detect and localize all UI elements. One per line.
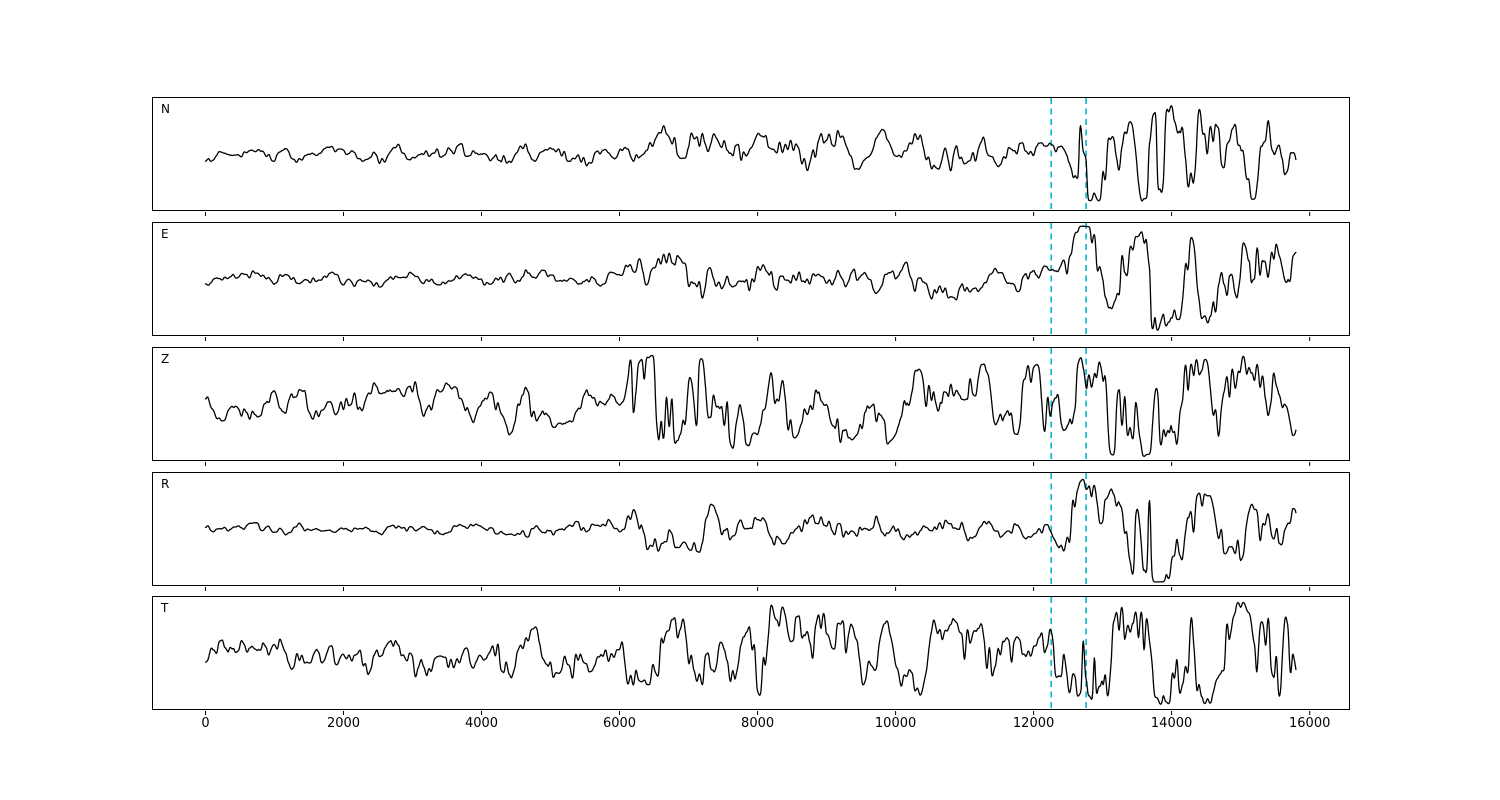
x-tick-label: 0	[201, 716, 210, 731]
channel-label-T: T	[161, 601, 169, 615]
waveform-plot-E	[204, 223, 1311, 341]
seismo-panel-Z: Z	[152, 347, 1350, 466]
waveform-trace	[204, 354, 1297, 457]
waveform-plot-R	[204, 473, 1311, 591]
x-tick-label: 10000	[874, 716, 917, 731]
channel-label-Z: Z	[161, 352, 170, 366]
waveform-plot-T	[204, 597, 1311, 715]
channel-label-R: R	[161, 477, 170, 491]
seismo-panel-T: T	[152, 596, 1350, 715]
seismo-panel-R: R	[152, 472, 1350, 591]
x-tick-label: 6000	[602, 716, 637, 731]
channel-label-E: E	[161, 227, 169, 241]
x-tick-label: 16000	[1289, 716, 1331, 731]
channel-label-N: N	[161, 102, 170, 116]
waveform-trace	[204, 105, 1297, 202]
x-tick-label: 12000	[1012, 716, 1055, 731]
seismo-panel-E: E	[152, 222, 1350, 341]
x-tick-label: 8000	[741, 716, 775, 731]
x-tick-label: 4000	[464, 716, 499, 731]
waveform-plot-Z	[204, 348, 1311, 466]
waveform-trace	[204, 601, 1297, 705]
seismo-panel-N: N	[152, 97, 1350, 216]
x-tick-label: 14000	[1150, 716, 1193, 731]
waveform-trace	[204, 225, 1297, 331]
waveform-trace	[204, 478, 1297, 583]
waveform-plot-N	[204, 98, 1311, 216]
x-tick-label: 2000	[326, 716, 361, 731]
x-axis-tick-labels: 0 2000 4000 6000 8000 10000 12000 14000 16000	[153, 716, 1349, 734]
